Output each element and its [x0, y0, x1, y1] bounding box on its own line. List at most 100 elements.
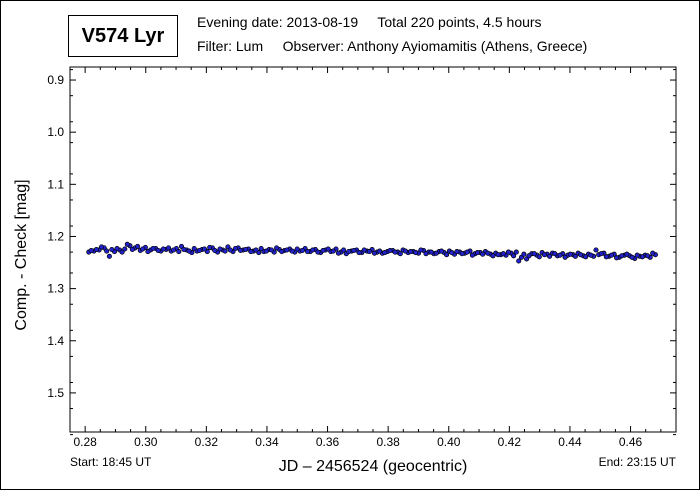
data-point: [335, 250, 342, 256]
data-point: [160, 246, 166, 252]
data-point: [320, 247, 326, 254]
data-point: [444, 252, 450, 258]
data-point: [222, 248, 228, 254]
total-points: Total 220 points, 4.5 hours: [377, 14, 542, 30]
y-tick-label: 1.1: [47, 177, 64, 191]
x-tick-label: 0.36: [316, 435, 340, 449]
data-point: [608, 252, 615, 258]
data-point: [263, 248, 269, 254]
data-point: [413, 250, 419, 256]
x-tick-label: 0.32: [195, 435, 219, 449]
data-point: [106, 253, 112, 259]
y-tick-label: 1.4: [47, 334, 64, 348]
data-point: [377, 248, 383, 254]
data-point: [650, 250, 656, 256]
x-tick-label: 0.42: [498, 435, 522, 449]
data-point: [521, 251, 527, 257]
x-tick-label: 0.38: [376, 435, 400, 449]
data-point: [402, 248, 408, 254]
data-point: [513, 249, 519, 255]
x-tick-label: 0.44: [558, 435, 582, 449]
data-point: [490, 253, 496, 259]
data-point: [428, 249, 434, 255]
star-name-box: V574 Lyr: [68, 15, 178, 57]
data-point: [232, 245, 238, 252]
data-point: [238, 247, 244, 254]
data-point: [397, 251, 403, 257]
data-point: [150, 245, 156, 252]
data-point: [567, 251, 573, 257]
start-time-label: Start: 18:45 UT: [70, 455, 152, 469]
data-point: [408, 249, 414, 255]
x-tick-label: 0.46: [619, 435, 643, 449]
data-point: [572, 253, 578, 259]
y-tick-label: 1.5: [47, 386, 64, 400]
data-point: [485, 250, 491, 256]
info-line-1: Evening date: 2013-08-19 Total 220 point…: [197, 14, 542, 30]
data-point: [294, 246, 300, 252]
data-point: [583, 254, 589, 260]
data-point: [258, 245, 264, 252]
data-point: [423, 251, 429, 257]
data-point: [464, 249, 470, 255]
y-tick-label: 1.2: [47, 229, 64, 243]
data-point: [289, 248, 295, 254]
data-point: [119, 249, 125, 255]
data-point: [93, 246, 99, 253]
data-point: [124, 241, 130, 247]
y-tick-label: 1.3: [47, 282, 64, 296]
x-axis-title: JD – 2456524 (geocentric): [279, 458, 468, 475]
data-point: [165, 245, 172, 251]
data-point: [140, 246, 146, 252]
data-point: [495, 252, 501, 258]
data-point: [387, 247, 393, 254]
data-point: [578, 252, 584, 258]
data-point: [145, 249, 151, 255]
data-point: [593, 247, 599, 253]
data-point: [227, 247, 233, 253]
data-point: [418, 247, 424, 253]
data-point: [392, 249, 398, 255]
data-point: [325, 246, 331, 252]
data-point: [382, 250, 388, 256]
end-time-label: End: 23:15 UT: [599, 455, 677, 469]
data-point: [315, 249, 321, 255]
data-point: [341, 247, 347, 253]
data-point: [480, 251, 486, 257]
data-point: [598, 251, 604, 257]
data-point: [268, 247, 275, 253]
x-tick-label: 0.34: [255, 435, 279, 449]
data-point: [305, 249, 311, 255]
data-point: [253, 247, 259, 253]
data-point: [624, 251, 630, 257]
data-point: [351, 247, 357, 254]
data-point: [155, 247, 161, 254]
data-point: [279, 249, 285, 255]
data-points: [86, 241, 658, 264]
evening-date: Evening date: 2013-08-19: [197, 14, 359, 30]
data-point: [122, 246, 128, 252]
data-point: [536, 254, 542, 260]
data-point: [274, 245, 280, 251]
data-point: [449, 250, 455, 256]
data-point: [248, 249, 254, 255]
data-point: [629, 254, 635, 260]
data-point: [541, 252, 548, 258]
data-point: [181, 246, 187, 253]
y-tick-label: 1.0: [47, 125, 64, 139]
data-point: [361, 247, 367, 253]
data-point: [366, 249, 372, 255]
data-point: [371, 250, 378, 256]
data-point: [212, 247, 218, 254]
filter-label: Filter: Lum: [197, 38, 264, 54]
data-point: [603, 254, 609, 260]
data-point: [454, 249, 460, 255]
data-point: [588, 252, 594, 258]
data-point: [135, 243, 141, 249]
data-point: [469, 252, 475, 258]
data-point: [356, 250, 362, 256]
data-point: [88, 247, 94, 254]
data-point: [639, 254, 645, 260]
data-point: [330, 248, 336, 254]
